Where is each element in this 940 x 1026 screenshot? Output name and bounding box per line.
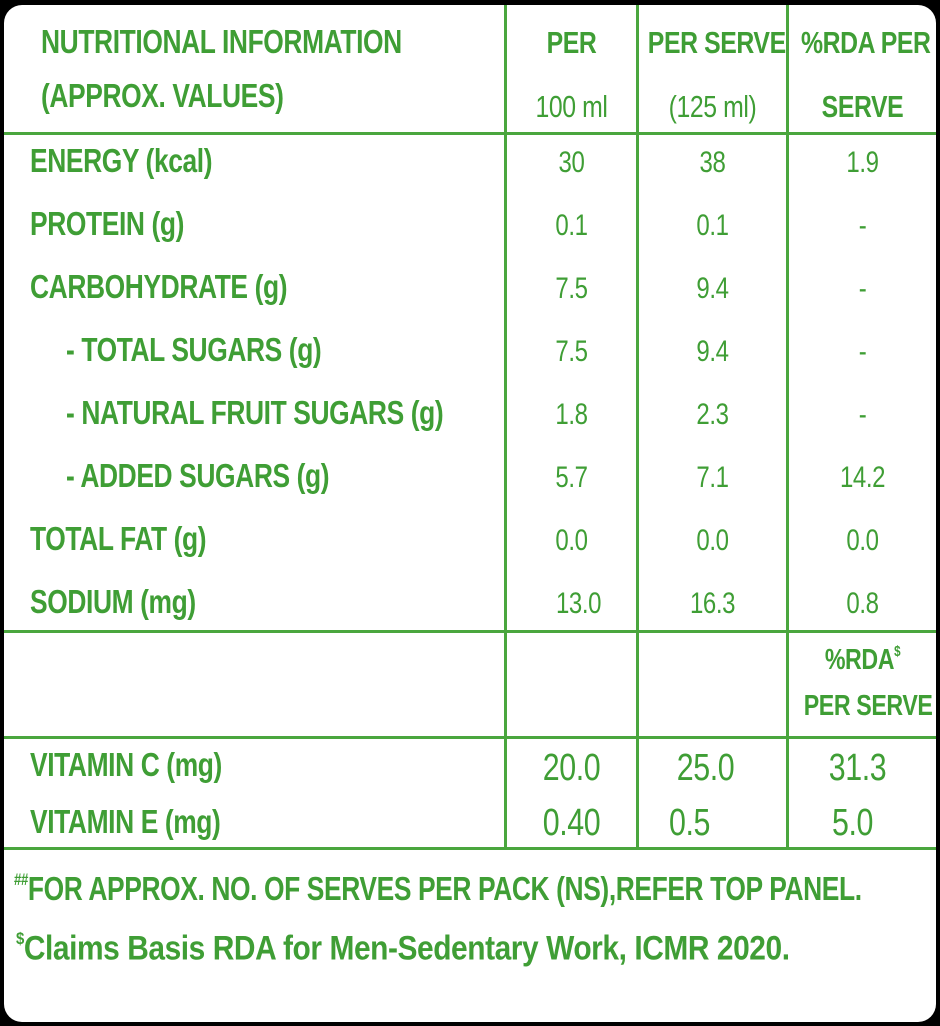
footnote-serves-text: FOR APPROX. NO. OF SERVES PER PACK (NS),… <box>27 870 862 907</box>
value-perserve-vitamin-e: 0.5 <box>668 802 711 844</box>
value-rda-energy: 1.9 <box>846 146 879 179</box>
nutrition-panel: NUTRITIONAL INFORMATION (APPROX. VALUES)… <box>4 5 936 1022</box>
col-header-perserve-line1: PER SERVE <box>647 25 786 60</box>
nutrient-label-added-sugars: - ADDED SUGARS (g) <box>66 457 330 494</box>
value-perserve-total-sugars: 9.4 <box>696 335 729 368</box>
column-divider <box>786 5 789 847</box>
footnote-claims: $Claims Basis RDA for Men-Sedentary Work… <box>16 929 790 968</box>
value-rda-natural-fruit-sugars: - <box>858 398 867 431</box>
column-divider <box>504 5 507 847</box>
value-per100-protein: 0.1 <box>555 209 588 242</box>
value-perserve-added-sugars: 7.1 <box>696 461 729 494</box>
dollar-footnote-mark: $ <box>894 644 901 660</box>
value-per100-total-fat: 0.0 <box>555 524 588 557</box>
vitamin-label-e: VITAMIN E (mg) <box>30 803 221 840</box>
value-per100-total-sugars: 7.5 <box>555 335 588 368</box>
value-perserve-carbohydrate: 9.4 <box>696 272 729 305</box>
row-divider <box>4 132 936 135</box>
value-rda-total-fat: 0.0 <box>846 524 879 557</box>
value-rda-vitamin-e: 5.0 <box>831 802 874 844</box>
vitamin-rda-header-line2: PER SERVE <box>803 690 933 722</box>
value-perserve-energy: 38 <box>699 146 726 179</box>
nutrient-label-sodium: SODIUM (mg) <box>30 583 196 620</box>
footnote-serves: ##FOR APPROX. NO. OF SERVES PER PACK (NS… <box>14 870 862 908</box>
nutrient-label-protein: PROTEIN (g) <box>30 205 184 242</box>
value-perserve-natural-fruit-sugars: 2.3 <box>696 398 729 431</box>
dollar-footnote-mark: $ <box>16 929 24 948</box>
value-per100-added-sugars: 5.7 <box>555 461 588 494</box>
value-perserve-total-fat: 0.0 <box>696 524 729 557</box>
nutrient-label-total-sugars: - TOTAL SUGARS (g) <box>66 331 322 368</box>
value-rda-protein: - <box>858 209 867 242</box>
vitamin-label-c: VITAMIN C (mg) <box>30 746 222 783</box>
value-per100-vitamin-c: 20.0 <box>542 747 601 789</box>
value-perserve-protein: 0.1 <box>696 209 729 242</box>
footnote-claims-text: Claims Basis RDA for Men-Sedentary Work,… <box>23 929 790 968</box>
value-rda-total-sugars: - <box>858 335 867 368</box>
row-divider <box>4 847 936 850</box>
value-rda-vitamin-c: 31.3 <box>828 747 887 789</box>
hash-footnote-mark: ## <box>14 871 28 890</box>
table-title-line2: (APPROX. VALUES) <box>41 77 284 114</box>
table-title-line1: NUTRITIONAL INFORMATION <box>41 23 402 60</box>
column-divider <box>636 5 639 847</box>
col-header-per100-line2: 100 ml <box>535 89 608 124</box>
nutrient-label-energy: ENERGY (kcal) <box>30 142 213 179</box>
value-per100-vitamin-e: 0.40 <box>542 802 601 844</box>
nutrient-label-natural-fruit-sugars: - NATURAL FRUIT SUGARS (g) <box>66 394 444 431</box>
col-header-rda-line2: SERVE <box>821 89 904 124</box>
nutrient-label-total-fat: TOTAL FAT (g) <box>30 520 207 557</box>
nutrient-label-carbohydrate: CARBOHYDRATE (g) <box>30 268 288 305</box>
value-perserve-vitamin-c: 25.0 <box>676 747 735 789</box>
vitamin-rda-header-text: %RDA <box>824 644 895 677</box>
value-per100-carbohydrate: 7.5 <box>555 272 588 305</box>
value-per100-sodium: 13.0 <box>555 587 602 620</box>
row-divider <box>4 630 936 633</box>
value-rda-sodium: 0.8 <box>846 587 879 620</box>
col-header-perserve-line2: (125 ml) <box>668 89 757 124</box>
value-perserve-sodium: 16.3 <box>689 587 736 620</box>
col-header-rda-line1: %RDA PER <box>801 25 931 60</box>
value-rda-added-sugars: 14.2 <box>839 461 886 494</box>
value-per100-natural-fruit-sugars: 1.8 <box>555 398 588 431</box>
value-rda-carbohydrate: - <box>858 272 867 305</box>
col-header-per100-line1: PER <box>546 25 597 60</box>
row-divider <box>4 736 936 739</box>
value-per100-energy: 30 <box>558 146 585 179</box>
vitamin-rda-header-line1: %RDA$ <box>804 644 922 677</box>
